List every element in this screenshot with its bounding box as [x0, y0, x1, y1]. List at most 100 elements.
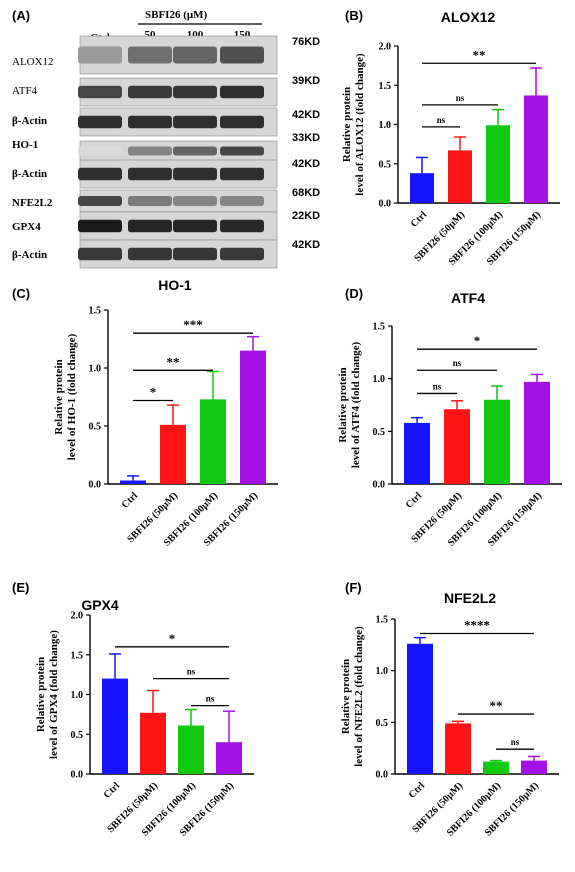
- y-axis-label: level of HO-1 (fold change): [66, 333, 78, 460]
- y-tick-label: 2.0: [379, 42, 392, 53]
- blot-row: β-Actin 42KD: [12, 107, 320, 137]
- bar: [216, 742, 242, 774]
- significance-label: ns: [511, 737, 520, 747]
- chart-title: GPX4: [81, 597, 119, 613]
- y-axis-label: Relative protein: [341, 87, 353, 162]
- chart-panel: (C) HO-1 0.0 0.5 1.0 1.5 Relative protein level…: [12, 277, 278, 549]
- blot-band: [78, 167, 122, 181]
- blot-row: NFE2L2 68KD: [12, 187, 320, 213]
- bar: [404, 422, 430, 484]
- blot-band: [128, 46, 172, 64]
- chart-title: ALOX12: [441, 9, 496, 25]
- blot-band: [173, 247, 217, 261]
- bar: [410, 173, 434, 203]
- blot-band: [78, 219, 122, 233]
- panel-letter: (B): [345, 8, 363, 23]
- y-tick-label: 0.0: [373, 480, 386, 491]
- bar: [448, 150, 472, 203]
- y-tick-label: 1.5: [373, 322, 386, 333]
- chart-panel: (B) ALOX12 0.0 0.5 1.0 1.5 2.0 Relative protein…: [341, 8, 560, 268]
- bar: [483, 761, 509, 774]
- blot-protein-label: β-Actin: [12, 115, 47, 127]
- y-tick-label: 0.5: [376, 718, 389, 729]
- bar: [160, 424, 186, 484]
- blot-row: HO-1 33KD: [12, 132, 320, 162]
- blot-band: [220, 196, 264, 206]
- bar: [521, 760, 547, 774]
- bar: [140, 712, 166, 774]
- blot-band: [128, 219, 172, 233]
- blot-band: [173, 146, 217, 156]
- panel-letter: (F): [345, 580, 362, 595]
- bar: [102, 678, 128, 774]
- lane-label: 50: [145, 29, 157, 41]
- panel-letter: (D): [345, 286, 363, 301]
- panel-letter: (E): [12, 580, 29, 595]
- blot-row: β-Actin 42KD: [12, 239, 320, 269]
- blot-kd-label: 22KD: [292, 210, 320, 222]
- y-tick-label: 1.5: [71, 650, 84, 661]
- y-tick-label: 0.0: [71, 770, 84, 781]
- y-axis-label: Relative protein: [337, 367, 349, 442]
- category-label: Ctrl: [407, 780, 427, 800]
- panel-letter: (A): [12, 8, 30, 23]
- blot-kd-label: 76KD: [292, 36, 320, 48]
- blot-band: [128, 115, 172, 129]
- bar: [444, 409, 470, 484]
- y-tick-label: 0.5: [71, 730, 84, 741]
- blot-row: ALOX12 76KD: [12, 35, 320, 75]
- blot-band: [173, 46, 217, 64]
- blot-band: [78, 85, 122, 99]
- bar: [178, 725, 204, 774]
- y-tick-label: 1.0: [89, 364, 102, 375]
- panel-letter: (C): [12, 286, 30, 301]
- y-axis-label: level of ATF4 (fold change): [350, 342, 362, 469]
- y-axis-label: level of NFE2L2 (fold change): [353, 626, 365, 767]
- significance-label: *: [150, 384, 157, 399]
- y-tick-label: 1.5: [379, 81, 392, 92]
- significance-label: **: [473, 47, 486, 62]
- y-tick-label: 0.0: [376, 770, 389, 781]
- significance-label: ns: [437, 115, 446, 125]
- significance-label: ns: [433, 381, 442, 391]
- blot-band: [173, 196, 217, 206]
- blot-kd-label: 68KD: [292, 187, 320, 199]
- significance-label: ***: [183, 317, 203, 332]
- blot-row: ATF4 39KD: [12, 75, 320, 107]
- blot-band: [220, 85, 264, 99]
- blot-kd-label: 42KD: [292, 239, 320, 251]
- chart-title: NFE2L2: [444, 590, 496, 606]
- western-blot-panel: (A)SBFI26 (μM)Ctrl50100150ALOX1276KDATF4…: [12, 8, 320, 269]
- y-axis-label: Relative protein: [35, 657, 47, 732]
- y-tick-label: 0.5: [89, 422, 102, 433]
- chart-panel: (E) GPX4 0.0 0.5 1.0 1.5 2.0 Relative protein le…: [12, 580, 254, 839]
- y-axis-label: level of ALOX12 (fold change): [354, 53, 366, 196]
- blot-band: [128, 85, 172, 99]
- significance-label: **: [167, 354, 180, 369]
- y-tick-label: 0.0: [379, 199, 392, 210]
- y-tick-label: 0.0: [89, 480, 102, 491]
- blot-protein-label: β-Actin: [12, 249, 47, 261]
- blot-band: [220, 115, 264, 129]
- bar: [486, 125, 510, 203]
- significance-label: ns: [187, 667, 196, 677]
- blot-band: [128, 167, 172, 181]
- blot-band: [220, 167, 264, 181]
- bar: [200, 399, 226, 484]
- blot-kd-label: 33KD: [292, 132, 320, 144]
- blot-band: [78, 46, 122, 64]
- chart-title: HO-1: [158, 277, 192, 293]
- significance-label: **: [490, 698, 503, 713]
- y-tick-label: 1.0: [376, 666, 389, 677]
- chart-panel: (F) NFE2L2 0.0 0.5 1.0 1.5 Relative protein lev…: [340, 580, 559, 839]
- blot-kd-label: 42KD: [292, 109, 320, 121]
- blot-kd-label: 39KD: [292, 75, 320, 87]
- significance-label: ns: [206, 694, 215, 704]
- bar: [240, 350, 266, 484]
- blot-band: [173, 85, 217, 99]
- y-tick-label: 0.5: [379, 159, 392, 170]
- y-axis-label: level of GPX4 (fold change): [48, 630, 60, 759]
- blot-band: [220, 247, 264, 261]
- blot-band: [173, 219, 217, 233]
